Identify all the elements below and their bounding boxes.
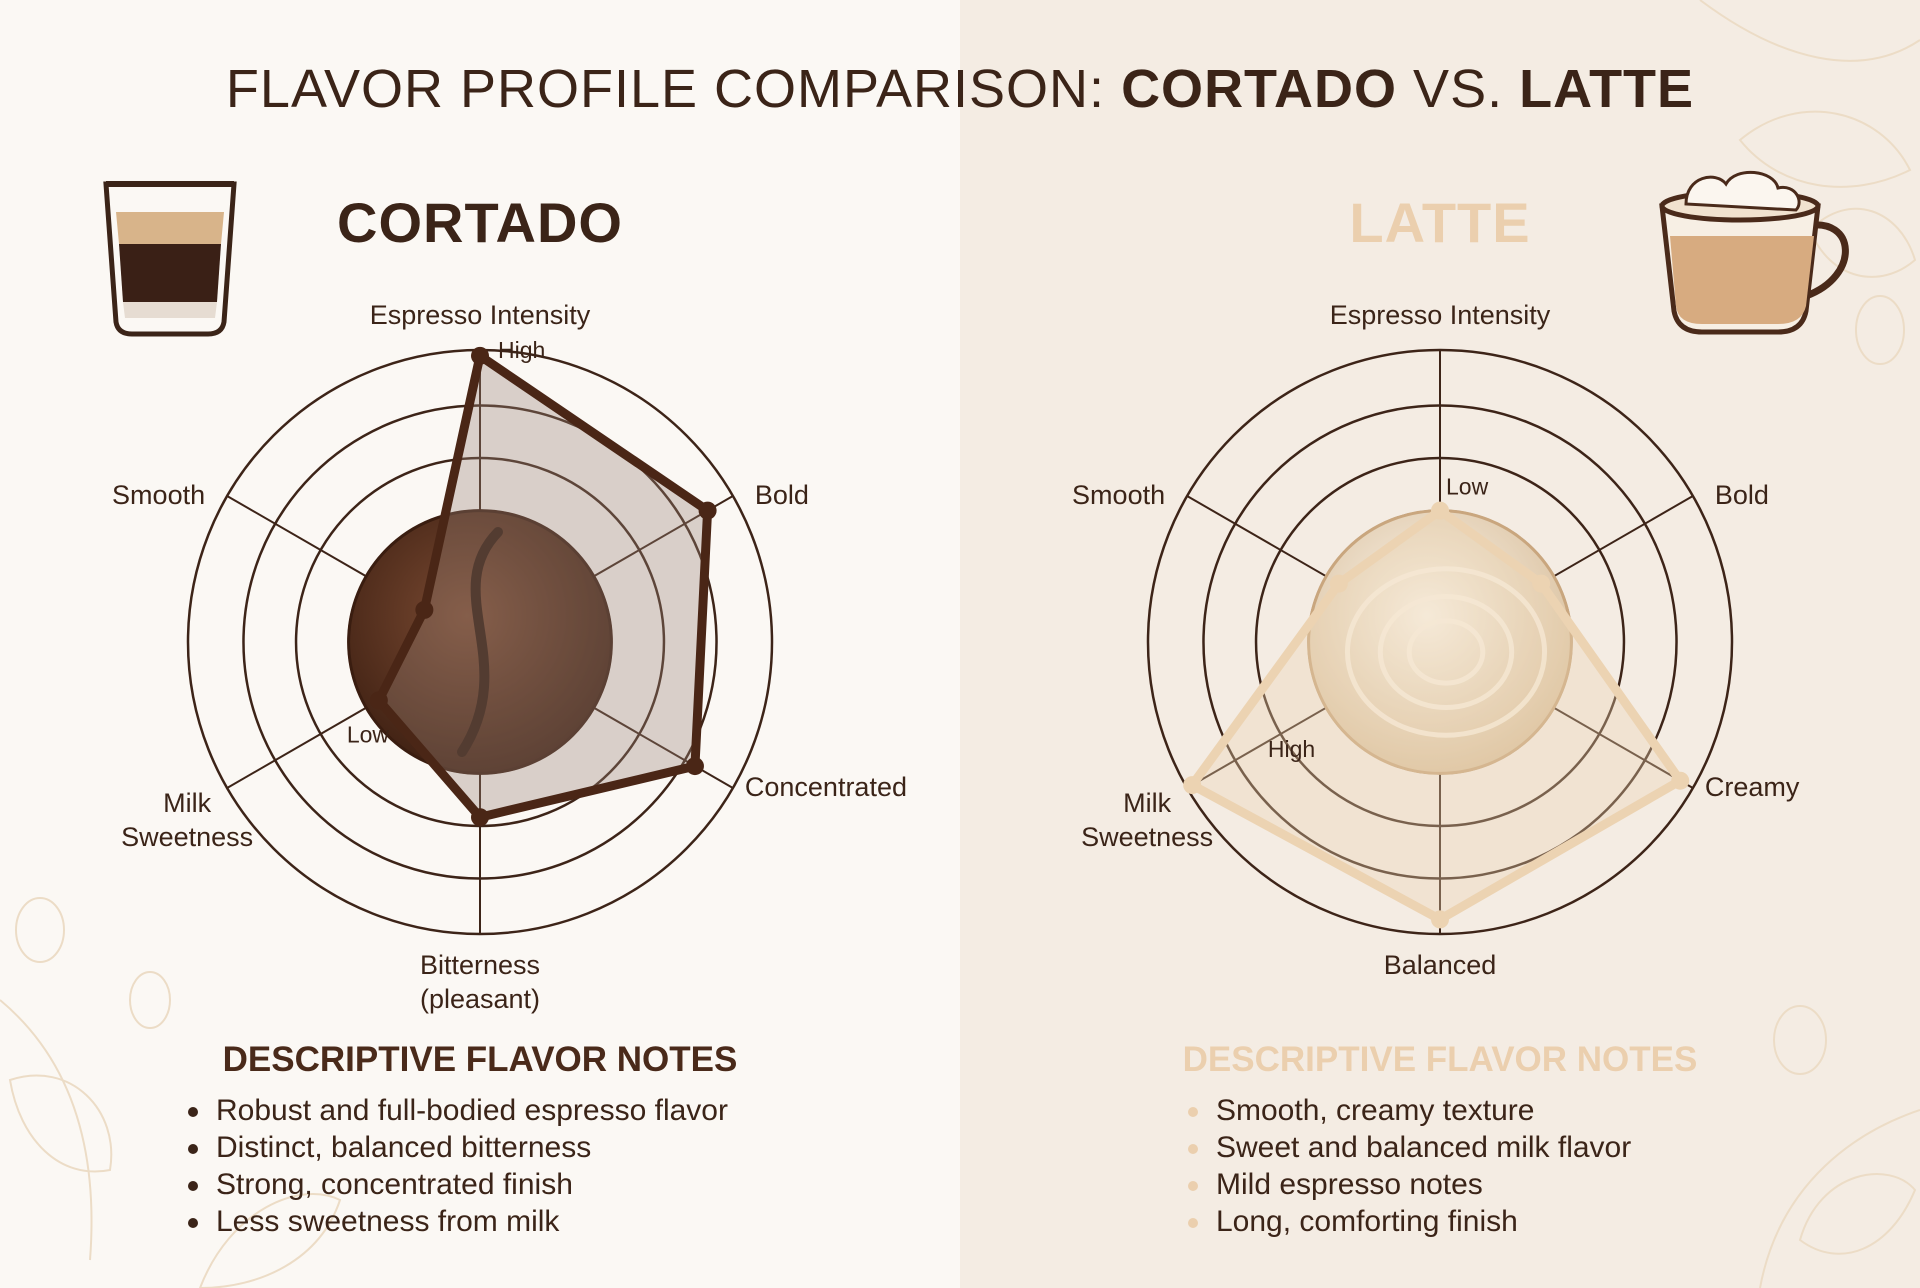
coffee-leaf-icon xyxy=(8,1074,113,1173)
list-item: Long, comforting finish xyxy=(1186,1203,1631,1240)
cortado-notes-list: Robust and full-bodied espresso flavor D… xyxy=(186,1092,728,1240)
latte-foam-swirl xyxy=(1406,618,1486,686)
radar-scale-label: High xyxy=(498,337,545,363)
list-item: Strong, concentrated finish xyxy=(186,1166,728,1203)
radar-axis-label: Concentrated xyxy=(745,772,907,802)
latte-notes-list: Smooth, creamy texture Sweet and balance… xyxy=(1186,1092,1631,1240)
radar-point xyxy=(369,691,388,710)
list-item: Robust and full-bodied espresso flavor xyxy=(186,1092,728,1129)
coffee-leaf-icon xyxy=(1808,207,1917,278)
list-item: Sweet and balanced milk flavor xyxy=(1186,1129,1631,1166)
coffee-leaf-icon xyxy=(1798,1173,1917,1255)
radar-point xyxy=(685,757,704,776)
radar-axis-label: Creamy xyxy=(1705,772,1800,802)
radar-scale-label: Low xyxy=(347,721,390,747)
coffee-bean-icon xyxy=(1773,1005,1827,1075)
cortado-glass-icon xyxy=(103,181,237,337)
radar-point xyxy=(698,501,717,520)
page-title: FLAVOR PROFILE COMPARISON: CORTADO VS. L… xyxy=(225,59,1695,119)
latte-notes-title: DESCRIPTIVE FLAVOR NOTES xyxy=(1182,1040,1698,1079)
radar-axis-label: Milk Sweetness xyxy=(121,788,253,852)
radar-axis-label: Bitterness (pleasant) xyxy=(420,950,540,1014)
radar-point xyxy=(1431,501,1449,520)
radar-point xyxy=(1671,771,1690,790)
radar-scale-label: High xyxy=(1268,736,1315,762)
coffee-leaf-icon xyxy=(1759,1109,1920,1288)
radar-point xyxy=(471,808,489,827)
coffee-bean-icon xyxy=(15,897,65,963)
radar-axis-label: Espresso Intensity xyxy=(1330,300,1551,330)
radar-axis-label: Smooth xyxy=(1072,480,1165,510)
latte-foam-swirl xyxy=(1377,594,1515,710)
cortado-radar-chart: Espresso Intensity Bold Concentrated Bitter… xyxy=(112,300,907,1014)
list-item: Less sweetness from milk xyxy=(186,1203,728,1240)
radar-point xyxy=(415,600,434,619)
radar-point xyxy=(1329,574,1348,593)
radar-series-polygon xyxy=(1187,506,1685,924)
list-item: Mild espresso notes xyxy=(1186,1166,1631,1203)
coffee-bean-icon xyxy=(129,971,171,1029)
latte-radar-chart: Espresso Intensity Bold Creamy Balanced Milk… xyxy=(1072,300,1800,980)
cortado-notes-title: DESCRIPTIVE FLAVOR NOTES xyxy=(222,1040,738,1079)
radar-axis-label: Milk Sweetness xyxy=(1081,788,1213,852)
coffee-bean-icon xyxy=(1855,295,1905,365)
radar-axis-label: Smooth xyxy=(112,480,205,510)
coffee-leaf-icon xyxy=(1699,0,1920,62)
radar-axis-label: Balanced xyxy=(1384,950,1497,980)
coffee-bean-crease xyxy=(457,527,503,757)
coffee-leaf-icon xyxy=(198,1192,342,1288)
radar-series-polygon xyxy=(374,351,713,822)
cortado-heading: CORTADO xyxy=(337,191,623,254)
radar-axis-label: Espresso Intensity xyxy=(370,300,591,330)
radar-axis-label: Bold xyxy=(1715,480,1769,510)
radar-point xyxy=(1183,776,1202,795)
latte-foam-swirl xyxy=(1344,566,1548,738)
coffee-leaf-icon xyxy=(1738,110,1912,188)
latte-cup-icon xyxy=(1659,170,1849,335)
list-item: Smooth, creamy texture xyxy=(1186,1092,1631,1129)
radar-scale-label: Low xyxy=(1446,474,1489,500)
radar-point xyxy=(1532,574,1551,593)
radar-point xyxy=(1431,910,1449,929)
latte-heading: LATTE xyxy=(1349,191,1531,254)
radar-axis-label: Bold xyxy=(755,480,809,510)
list-item: Distinct, balanced bitterness xyxy=(186,1129,728,1166)
coffee-leaf-icon xyxy=(0,999,93,1261)
radar-point xyxy=(471,346,489,365)
